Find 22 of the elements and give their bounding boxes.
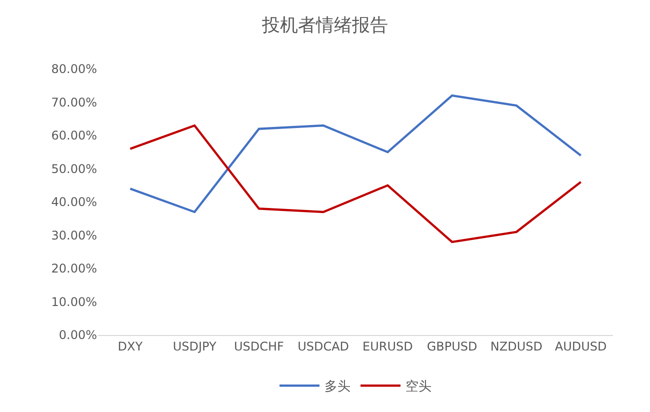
y-tick-label: 20.00% — [51, 262, 97, 276]
y-tick-label: 70.00% — [51, 95, 97, 110]
x-tick-label: USDCHF — [234, 339, 284, 354]
y-tick-label: 30.00% — [51, 228, 97, 242]
x-tick-label: EURUSD — [362, 339, 413, 354]
y-tick-label: 40.00% — [51, 195, 97, 210]
chart-title: 投机者情绪报告 — [261, 15, 388, 36]
line-series — [129, 94, 582, 214]
x-tick-label: USDCAD — [298, 339, 350, 354]
legend-label: 空头 — [406, 380, 432, 395]
y-tick-label: 60.00% — [51, 128, 97, 143]
x-tick-label: AUDUSD — [554, 339, 607, 354]
x-tick-label: GBPUSD — [426, 339, 478, 354]
y-tick-label: 80.00% — [51, 62, 97, 76]
x-tick-label: NZDUSD — [490, 339, 542, 354]
x-tick-label: DXY — [118, 339, 144, 354]
x-tick-label: USDJPY — [172, 339, 217, 354]
y-tick-label: 0.00% — [58, 328, 97, 342]
legend-label: 多头 — [324, 380, 350, 395]
line-series — [129, 124, 582, 243]
y-tick-label: 50.00% — [51, 162, 97, 176]
y-tick-label: 10.00% — [51, 294, 97, 309]
